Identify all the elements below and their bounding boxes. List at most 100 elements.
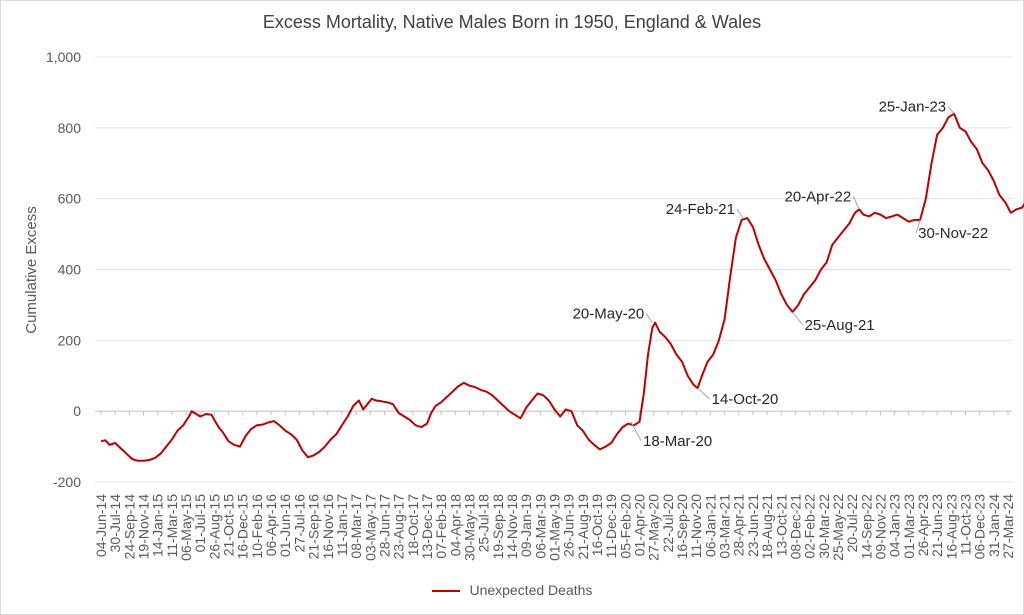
x-tick-label: 23-Jun-21 bbox=[745, 494, 761, 557]
x-tick-label: 25-Jul-18 bbox=[476, 494, 492, 553]
gridlines bbox=[95, 56, 1012, 483]
annotation-leader bbox=[697, 387, 710, 400]
x-tick-label: 06-Mar-19 bbox=[532, 494, 548, 559]
x-tick-label: 16-Aug-23 bbox=[943, 494, 959, 560]
x-tick-label: 03-May-17 bbox=[362, 494, 378, 561]
x-tick-label: 25-May-22 bbox=[830, 494, 846, 561]
x-axis-ticks: 04-Jun-1430-Jul-1424-Sep-1419-Nov-1414-J… bbox=[93, 411, 1016, 561]
x-tick-label: 26-Aug-15 bbox=[206, 494, 222, 560]
annotation-label: 25-Aug-21 bbox=[805, 317, 875, 334]
x-tick-label: 02-Feb-22 bbox=[802, 494, 818, 559]
x-tick-label: 18-Oct-17 bbox=[405, 494, 421, 556]
annotation-label: 30-Nov-22 bbox=[918, 225, 988, 242]
x-tick-label: 21-Jun-23 bbox=[929, 494, 945, 557]
x-tick-label: 27-May-20 bbox=[646, 494, 662, 561]
x-tick-label: 14-Jan-15 bbox=[150, 494, 166, 557]
annotation-leader bbox=[630, 421, 642, 442]
x-tick-label: 16-Oct-19 bbox=[589, 494, 605, 556]
annotation-label: 20-May-20 bbox=[573, 306, 645, 323]
x-tick-label: 11-Oct-23 bbox=[957, 494, 973, 555]
x-tick-label: 01-May-19 bbox=[547, 494, 563, 561]
x-tick-label: 06-Jan-21 bbox=[702, 494, 718, 557]
x-tick-label: 14-Nov-18 bbox=[504, 494, 520, 560]
x-tick-label: 27-Mar-24 bbox=[1000, 494, 1016, 559]
x-tick-label: 24-Sep-14 bbox=[121, 494, 137, 560]
x-tick-label: 09-Nov-22 bbox=[872, 494, 888, 560]
x-tick-label: 16-Nov-16 bbox=[320, 494, 336, 560]
annotation-leader bbox=[792, 311, 803, 326]
y-tick-label: 1,000 bbox=[46, 49, 81, 65]
x-tick-label: 18-Aug-21 bbox=[759, 494, 775, 560]
x-tick-label: 22-Jul-20 bbox=[660, 494, 676, 553]
x-tick-label: 04-Apr-18 bbox=[447, 494, 463, 556]
y-axis-ticks: -200 0 200 400 600 800 1,000 bbox=[46, 49, 81, 490]
x-tick-label: 16-Dec-15 bbox=[235, 494, 251, 560]
annotation-label: 20-Apr-22 bbox=[784, 188, 851, 205]
x-tick-label: 23-Aug-17 bbox=[391, 494, 407, 560]
legend-swatch bbox=[431, 590, 460, 593]
y-tick-label: 0 bbox=[73, 403, 81, 419]
y-tick-label: 800 bbox=[58, 120, 82, 136]
y-tick-label: -200 bbox=[53, 474, 81, 490]
x-tick-label: 01-Jul-15 bbox=[192, 494, 208, 553]
annotation-leader bbox=[915, 219, 921, 234]
y-tick-label: 200 bbox=[58, 332, 82, 348]
x-tick-label: 10-Feb-16 bbox=[249, 494, 265, 559]
x-tick-label: 04-Jun-14 bbox=[93, 494, 109, 557]
x-tick-label: 01-Apr-20 bbox=[632, 494, 648, 556]
x-tick-label: 28-Apr-21 bbox=[731, 494, 747, 556]
x-tick-label: 07-Feb-18 bbox=[433, 494, 449, 559]
x-tick-label: 01-Mar-23 bbox=[901, 494, 917, 559]
annotations: 20-May-20 18-Mar-20 14-Oct-20 24-Feb-21 25-A… bbox=[573, 99, 989, 450]
annotation-leader bbox=[852, 196, 860, 210]
x-tick-label: 11-Dec-19 bbox=[603, 494, 619, 559]
y-tick-label: 600 bbox=[58, 191, 82, 207]
x-tick-label: 26-Apr-23 bbox=[915, 494, 931, 556]
x-tick-label: 04-Jan-23 bbox=[887, 494, 903, 557]
y-tick-label: 400 bbox=[58, 262, 82, 278]
x-tick-label: 21-Aug-19 bbox=[575, 494, 591, 560]
x-tick-label: 21-Sep-16 bbox=[306, 494, 322, 560]
legend-label: Unexpected Deaths bbox=[469, 582, 593, 598]
x-tick-label: 13-Oct-21 bbox=[773, 494, 789, 556]
x-tick-label: 28-Jun-17 bbox=[376, 494, 392, 557]
x-tick-label: 30-May-18 bbox=[461, 494, 477, 561]
x-tick-label: 01-Jun-16 bbox=[277, 494, 293, 557]
x-tick-label: 11-Mar-15 bbox=[164, 494, 180, 558]
x-tick-label: 05-Feb-20 bbox=[617, 494, 633, 559]
x-tick-label: 11-Jan-17 bbox=[334, 494, 350, 556]
annotation-label: 18-Mar-20 bbox=[643, 433, 712, 450]
series-lines bbox=[100, 112, 1024, 462]
x-tick-label: 08-Dec-21 bbox=[787, 494, 803, 560]
x-tick-label: 30-Mar-22 bbox=[816, 494, 832, 559]
x-tick-label: 13-Dec-17 bbox=[419, 494, 435, 560]
annotation-label: 14-Oct-20 bbox=[712, 391, 779, 408]
x-tick-label: 20-Jul-22 bbox=[844, 494, 860, 553]
annotation-label: 25-Jan-23 bbox=[879, 99, 947, 116]
x-tick-label: 31-Jan-24 bbox=[986, 494, 1002, 557]
x-tick-label: 19-Sep-18 bbox=[490, 494, 506, 560]
x-tick-label: 06-Apr-16 bbox=[263, 494, 279, 556]
annotation-leader bbox=[736, 208, 744, 219]
annotation-label: 24-Feb-21 bbox=[666, 201, 735, 218]
x-tick-label: 21-Oct-15 bbox=[221, 494, 237, 556]
y-axis-title: Cumulative Excess bbox=[23, 206, 40, 334]
x-tick-label: 06-May-15 bbox=[178, 494, 194, 561]
x-tick-label: 08-Mar-17 bbox=[348, 494, 364, 559]
x-tick-label: 14-Sep-22 bbox=[858, 494, 874, 560]
x-tick-label: 03-Mar-21 bbox=[717, 494, 733, 559]
annotation-leader bbox=[947, 106, 955, 114]
annotation-leader bbox=[645, 313, 653, 323]
x-tick-label: 09-Jan-19 bbox=[518, 494, 534, 557]
x-tick-label: 30-Jul-14 bbox=[107, 494, 123, 553]
x-tick-label: 11-Nov-20 bbox=[688, 494, 704, 559]
x-tick-label: 27-Jul-16 bbox=[291, 494, 307, 553]
series-line bbox=[100, 112, 1024, 462]
x-tick-label: 19-Nov-14 bbox=[136, 494, 152, 560]
x-tick-label: 26-Jun-19 bbox=[561, 494, 577, 557]
legend: Unexpected Deaths bbox=[0, 582, 1024, 598]
x-tick-label: 06-Dec-23 bbox=[972, 494, 988, 560]
x-tick-label: 16-Sep-20 bbox=[674, 494, 690, 560]
